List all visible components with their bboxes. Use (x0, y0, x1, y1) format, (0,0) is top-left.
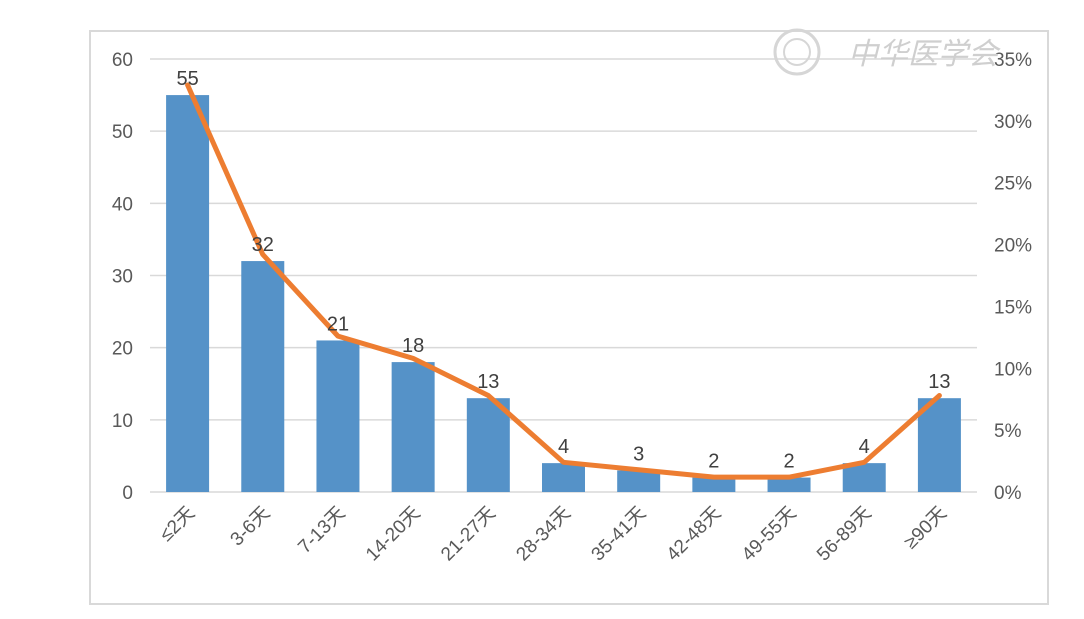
bar (316, 340, 360, 492)
bar-data-label: 13 (477, 371, 499, 393)
line-point (713, 476, 715, 478)
y-left-tick-label: 50 (112, 122, 133, 143)
watermark-text: 中华医学会 (848, 37, 1001, 72)
bar (391, 362, 435, 492)
bar-data-label: 13 (928, 371, 950, 393)
line-point (863, 461, 865, 463)
x-tick-label: 42-48天 (663, 503, 726, 566)
bar-data-label: 18 (402, 335, 424, 357)
watermark-seal-icon (773, 28, 821, 76)
line-point (638, 469, 640, 471)
x-tick-label: 35-41天 (588, 503, 651, 566)
y-right-tick-label: 25% (994, 174, 1032, 195)
y-right-tick-label: 10% (994, 359, 1032, 380)
line-point (412, 357, 414, 359)
bar-data-label: 21 (327, 313, 349, 335)
y-axis-left: 0 10 20 30 40 50 60 (112, 50, 133, 504)
x-tick-label: 3-6天 (227, 503, 275, 551)
bar (617, 470, 661, 492)
y-left-tick-label: 10 (112, 411, 133, 432)
line-point (788, 476, 790, 478)
gridlines (150, 58, 977, 493)
bar-data-label: 3 (633, 443, 644, 465)
bar (767, 477, 811, 492)
y-left-tick-label: 20 (112, 339, 133, 360)
bar (917, 398, 961, 492)
x-tick-label: 49-55天 (738, 503, 801, 566)
y-right-tick-label: 30% (994, 112, 1032, 133)
line-point (563, 461, 564, 463)
x-axis: ≤2天 3-6天 7-13天 14-20天 21-27天 28-34天 35-41天 42-4… (156, 503, 951, 566)
y-left-tick-label: 60 (112, 50, 133, 71)
bar-data-label: 2 (708, 451, 719, 473)
bar (692, 477, 736, 492)
y-left-tick-label: 30 (112, 267, 133, 288)
x-tick-label: 28-34天 (512, 503, 575, 566)
bar-series (166, 95, 961, 492)
x-tick-label: 7-13天 (294, 503, 349, 558)
watermark-seal-inner-icon (783, 38, 811, 66)
y-right-tick-label: 20% (994, 236, 1032, 257)
y-right-tick-label: 15% (994, 297, 1032, 318)
bar (166, 95, 210, 492)
watermark: 中华医学会 (773, 28, 1001, 76)
x-tick-label: 21-27天 (437, 503, 500, 566)
bar-data-label: 55 (176, 68, 198, 90)
bar (241, 261, 285, 492)
line-point (487, 395, 489, 397)
y-right-tick-label: 5% (994, 421, 1022, 442)
bar (466, 398, 510, 492)
series-line (185, 82, 942, 480)
bar-data-label: 32 (252, 234, 274, 256)
y-axis-right: 0% 5% 10% 15% 20% 25% 30% 35% (994, 50, 1032, 504)
x-tick-label: ≤2天 (156, 503, 199, 546)
line-point (337, 335, 339, 337)
bar (842, 463, 886, 492)
line-series (185, 82, 942, 480)
x-tick-label: ≥90天 (900, 503, 951, 554)
x-tick-label: 14-20天 (362, 503, 425, 566)
y-left-tick-label: 0 (122, 483, 133, 504)
bar-data-label: 4 (558, 436, 569, 458)
line-point (262, 253, 264, 255)
bar-data-label: 2 (783, 451, 794, 473)
bar (542, 463, 585, 492)
y-right-tick-label: 0% (994, 483, 1022, 504)
y-right-tick-label: 35% (994, 50, 1032, 71)
bar-data-label: 4 (859, 436, 870, 458)
x-tick-label: 56-89天 (813, 503, 876, 566)
line-point (187, 84, 189, 86)
y-left-tick-label: 40 (112, 194, 133, 215)
line-point (938, 395, 940, 397)
